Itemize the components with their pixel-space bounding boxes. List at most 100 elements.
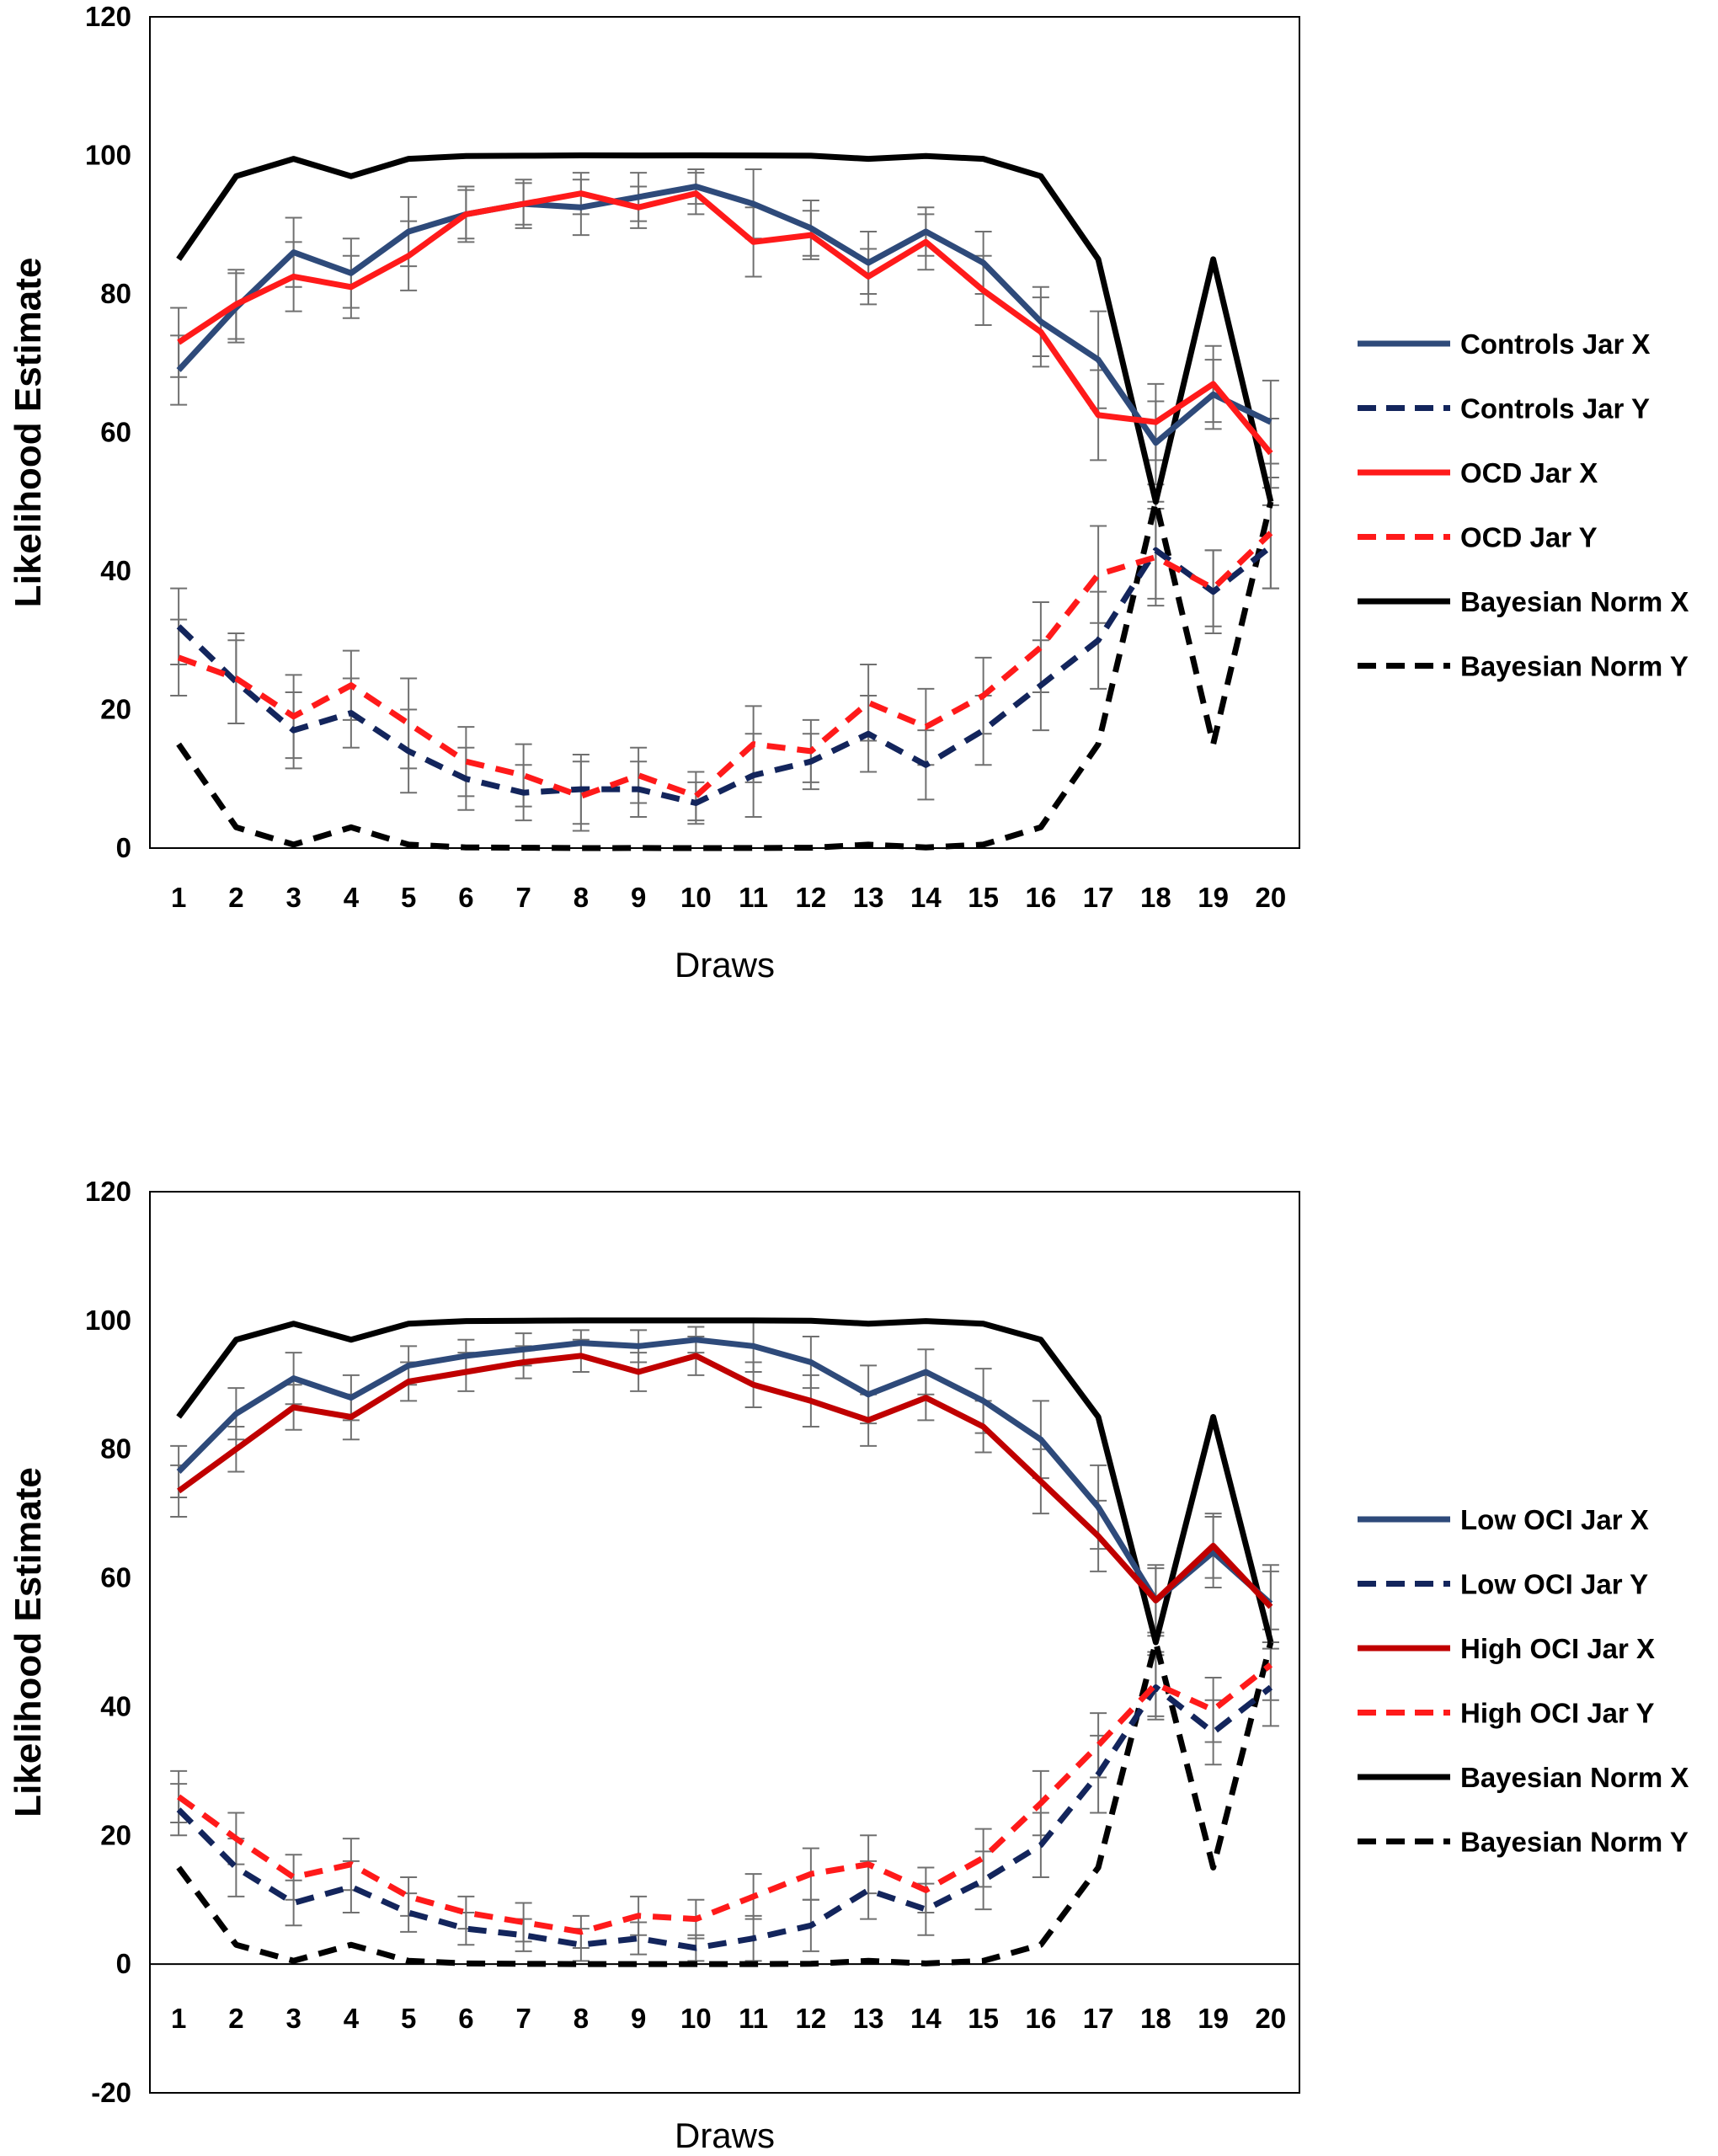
x-tick-label: 10 [680, 2003, 712, 2034]
series-line-bayesian-norm-x [176, 1317, 1274, 1646]
legend-item: Low OCI Jar Y [1358, 1569, 1648, 1600]
y-tick-label: -20 [91, 2077, 131, 2108]
x-tick-label: 20 [1256, 882, 1287, 913]
legend: Low OCI Jar X Low OCI Jar Y High OCI Jar X… [1358, 1504, 1689, 1858]
legend-item: Controls Jar Y [1358, 393, 1650, 424]
x-tick-label: 20 [1256, 2003, 1287, 2034]
x-tick-label: 18 [1140, 882, 1171, 913]
series-line-ocd-jar-y [177, 531, 1273, 799]
x-tick-label: 18 [1140, 2003, 1171, 2034]
x-tick-label: 16 [1026, 2003, 1057, 2034]
y-tick-label: 0 [116, 832, 131, 863]
x-tick-label: 11 [739, 2003, 768, 2034]
error-bar [572, 760, 590, 832]
legend-item: High OCI Jar Y [1358, 1698, 1654, 1729]
error-bar [457, 726, 475, 798]
legend-item: High OCI Jar X [1358, 1633, 1655, 1664]
y-tick-label: 20 [100, 694, 131, 725]
legend-item: OCD Jar X [1358, 457, 1598, 488]
y-tick-label: 120 [85, 1, 131, 32]
legend-label: Controls Jar Y [1460, 393, 1650, 424]
legend: Controls Jar X Controls Jar Y OCD Jar X OCD… [1358, 328, 1689, 682]
series-line-controls-jar-y [176, 544, 1273, 806]
x-tick-label: 8 [574, 2003, 589, 2034]
x-tick-label: 13 [853, 2003, 884, 2034]
series-line-high-oci-jar-x [177, 1353, 1273, 1609]
x-tick-label: 3 [285, 882, 301, 913]
x-tick-label: 16 [1026, 882, 1057, 913]
legend-label: OCD Jar Y [1460, 522, 1598, 553]
y-tick-label: 60 [100, 1562, 131, 1593]
x-axis-label: Draws [675, 2116, 775, 2155]
x-tick-label: 11 [739, 882, 768, 913]
legend-label: Bayesian Norm X [1460, 1762, 1689, 1793]
legend-item: Bayesian Norm Y [1358, 1827, 1689, 1858]
y-axis-label: Likelihood Estimate [8, 1467, 49, 1817]
error-bar [515, 743, 532, 808]
error-bar [1090, 525, 1107, 624]
x-tick-label: 12 [796, 2003, 827, 2034]
x-tick-label: 7 [515, 882, 531, 913]
x-tick-label: 6 [458, 2003, 473, 2034]
y-tick-label: 80 [100, 278, 131, 309]
y-tick-label: 120 [85, 1176, 131, 1207]
plot-area [149, 16, 1300, 849]
legend-label: OCD Jar X [1460, 457, 1598, 488]
x-tick-label: 17 [1083, 882, 1114, 913]
legend-label: Low OCI Jar X [1460, 1504, 1649, 1535]
y-axis-label: Likelihood Estimate [8, 258, 49, 608]
series-line-bayesian-norm-y [176, 1639, 1274, 1967]
x-tick-label: 5 [401, 2003, 416, 2034]
legend-label: Bayesian Norm X [1460, 586, 1689, 617]
x-tick-label: 2 [228, 2003, 243, 2034]
x-tick-label: 8 [574, 882, 589, 913]
y-tick-label: 40 [100, 555, 131, 586]
x-tick-label: 14 [910, 882, 942, 913]
legend-label: Controls Jar X [1460, 328, 1651, 360]
legend-label: Bayesian Norm Y [1460, 1827, 1689, 1858]
legend-item: OCD Jar Y [1358, 522, 1598, 553]
error-bar [285, 1854, 302, 1901]
x-tick-label: 17 [1083, 2003, 1114, 2034]
x-tick-label: 19 [1198, 2003, 1229, 2034]
legend-item: Controls Jar X [1358, 328, 1651, 360]
legend-item: Low OCI Jar X [1358, 1504, 1649, 1535]
x-tick-label: 15 [968, 2003, 999, 2034]
y-tick-label: 0 [116, 1948, 131, 1979]
plot-area [149, 1191, 1300, 2094]
legend-item: Bayesian Norm Y [1358, 651, 1689, 682]
error-bar [630, 746, 648, 804]
error-bar [974, 1828, 992, 1888]
x-tick-label: 4 [344, 882, 360, 913]
x-tick-label: 9 [631, 2003, 646, 2034]
legend-item: Bayesian Norm X [1358, 1762, 1689, 1793]
series-line-low-oci-jar-y [176, 1684, 1273, 1951]
x-tick-label: 6 [458, 882, 473, 913]
y-tick-label: 20 [100, 1819, 131, 1850]
x-tick-label: 3 [285, 2003, 301, 2034]
error-bar [860, 664, 878, 742]
error-bar [515, 1902, 532, 1943]
y-tick-label: 80 [100, 1433, 131, 1465]
y-tick-label: 100 [85, 140, 131, 171]
x-tick-label: 10 [680, 882, 712, 913]
x-tick-label: 5 [401, 882, 416, 913]
legend-item: Bayesian Norm X [1358, 586, 1689, 617]
legend-label: High OCI Jar Y [1460, 1698, 1654, 1729]
legend-label: High OCI Jar X [1460, 1633, 1655, 1664]
x-tick-label: 14 [910, 2003, 942, 2034]
legend-label: Bayesian Norm Y [1460, 651, 1689, 682]
series-line-ocd-jar-x [177, 190, 1273, 456]
y-tick-label: 60 [100, 417, 131, 448]
series-line-bayesian-norm-y [176, 499, 1274, 851]
x-tick-label: 9 [631, 882, 646, 913]
x-tick-label: 7 [515, 2003, 531, 2034]
x-tick-label: 13 [853, 882, 884, 913]
error-bar [1090, 1712, 1107, 1779]
x-tick-label: 2 [228, 882, 243, 913]
y-tick-label: 100 [85, 1305, 131, 1336]
x-tick-label: 1 [171, 882, 186, 913]
